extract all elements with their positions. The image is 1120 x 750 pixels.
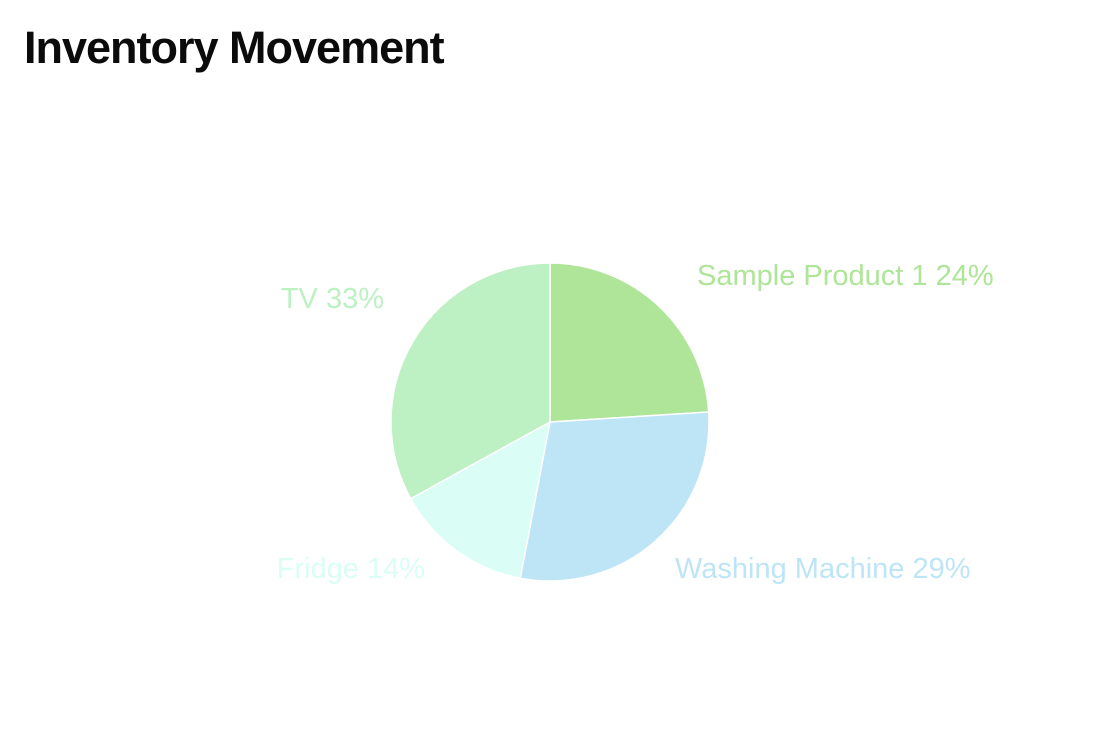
page-title: Inventory Movement <box>24 22 445 73</box>
pie-slice-fridge[interactable] <box>409 420 552 580</box>
pie-labels: Sample Product 1 24% Washing Machine 29% F… <box>277 260 994 585</box>
slice-label-fridge: Fridge 14% <box>277 553 425 585</box>
pie-slice-sample-product-1[interactable] <box>549 262 710 423</box>
slice-label-washing-machine: Washing Machine 29% <box>675 553 971 585</box>
pie-slice-tv[interactable] <box>390 262 551 500</box>
pie-slices <box>390 262 710 582</box>
pie-slice-washing-machine[interactable] <box>519 411 710 582</box>
slice-label-sample-product-1: Sample Product 1 24% <box>697 260 994 292</box>
slice-label-tv: TV 33% <box>281 283 384 315</box>
